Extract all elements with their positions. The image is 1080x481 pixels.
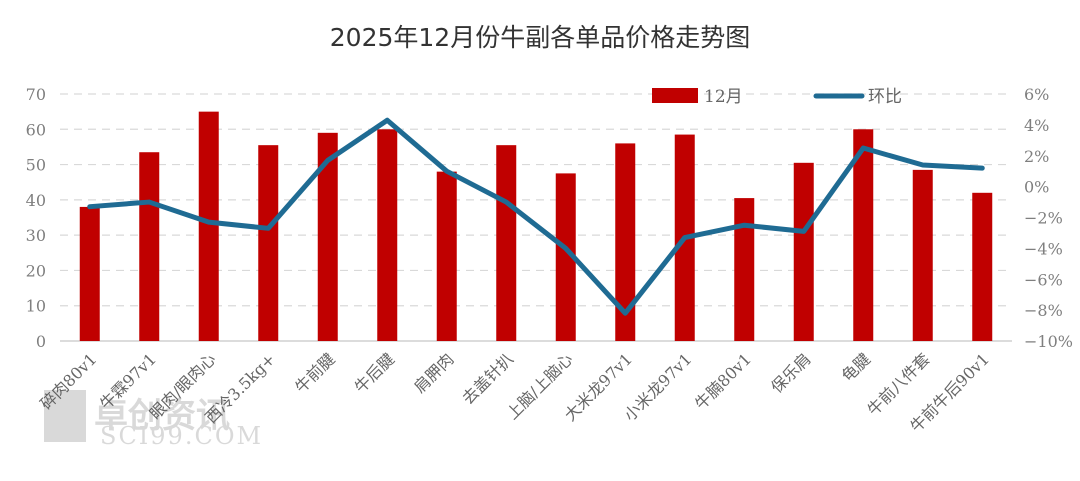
bar (853, 129, 874, 341)
x-axis-label: 去盖针扒 (458, 349, 517, 408)
right-axis-tick: −10% (1024, 332, 1073, 351)
bar (972, 192, 993, 341)
right-axis-tick: 6% (1024, 85, 1049, 104)
x-axis-label: 保乐肩 (767, 349, 814, 396)
watermark-logo-icon (44, 390, 86, 442)
bar (377, 129, 398, 341)
mom-line (87, 117, 985, 316)
left-axis-tick: 0 (36, 332, 46, 351)
bar (734, 198, 755, 341)
watermark-text: 卓创资讯 (94, 396, 230, 436)
bar (555, 173, 576, 341)
watermark-subtext: SCI99.COM (100, 422, 264, 450)
x-axis-label: 牛后腱 (351, 349, 398, 396)
right-axis-tick: 0% (1024, 178, 1049, 197)
legend: 12月 环比 (652, 87, 902, 107)
left-axis-tick: 10 (26, 297, 46, 316)
x-axis-label: 肩胛肉 (410, 349, 457, 396)
x-axis-label: 龟腱 (838, 349, 874, 385)
x-axis-label: 牛腩80v1 (691, 349, 755, 413)
bar (496, 145, 517, 341)
bar (317, 132, 338, 341)
legend-bar-label: 12月 (704, 87, 743, 107)
legend-bar-swatch (652, 88, 698, 103)
chart-title: 2025年12月份牛副各单品价格走势图 (329, 23, 751, 52)
right-axis-tick: −8% (1024, 301, 1063, 320)
legend-line-label: 环比 (868, 87, 902, 107)
right-axis-tick: 2% (1024, 147, 1049, 166)
left-axis-tick: 40 (26, 191, 46, 210)
right-axis: −10% −8% −6% −4% −2% 0% 2% 4% 6% (1024, 85, 1073, 351)
left-axis-tick: 50 (26, 156, 46, 175)
line-series (87, 117, 985, 316)
right-axis-tick: −4% (1024, 239, 1063, 258)
left-axis-tick: 20 (26, 261, 46, 280)
bar (198, 111, 219, 342)
watermark: 卓创资讯 SCI99.COM (44, 388, 324, 450)
right-axis-tick: −6% (1024, 270, 1063, 289)
left-axis-tick: 30 (26, 226, 46, 245)
right-axis-tick: 4% (1024, 116, 1049, 135)
bar (912, 169, 933, 341)
left-axis-tick: 70 (26, 85, 46, 104)
bar (436, 171, 457, 341)
bar-series (79, 111, 993, 342)
right-axis-tick: −2% (1024, 209, 1063, 228)
left-axis: 0 10 20 30 40 50 60 70 (26, 85, 46, 351)
left-axis-tick: 60 (26, 120, 46, 139)
bar (258, 145, 279, 341)
bar (79, 206, 100, 341)
bar (139, 152, 160, 341)
bar (615, 143, 636, 341)
bar (793, 162, 814, 341)
